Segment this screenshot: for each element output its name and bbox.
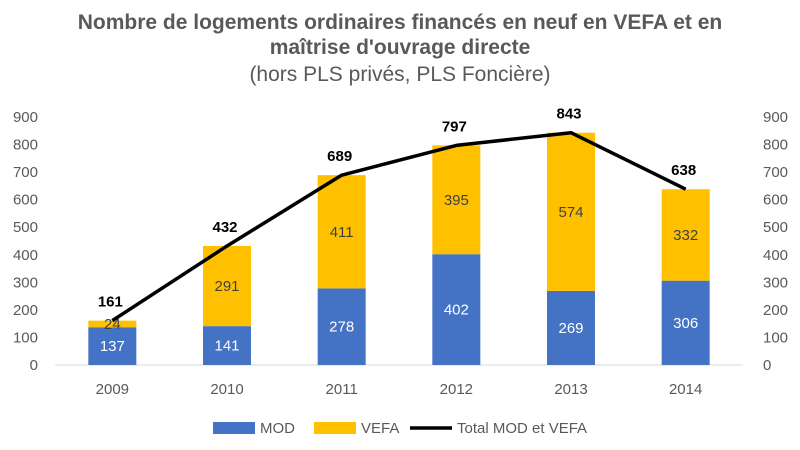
total-label-2013: 843 xyxy=(556,106,581,123)
y-tick-right: 500 xyxy=(763,219,788,236)
y-tick-right: 300 xyxy=(763,274,788,291)
total-label-2009: 161 xyxy=(98,294,123,311)
x-axis: 2009 2010 2011 2012 2013 2014 xyxy=(55,364,743,398)
bar-label-vefa-2013: 574 xyxy=(558,204,583,221)
y-tick-right: 900 xyxy=(763,109,788,126)
y-tick-left: 100 xyxy=(13,329,38,346)
legend: MOD VEFA Total MOD et VEFA xyxy=(213,420,587,437)
y-tick-left: 900 xyxy=(13,109,38,126)
total-label-2014: 638 xyxy=(671,162,696,179)
bars: 137 24 141 291 278 411 402 395 269 574 306 332 xyxy=(88,132,710,365)
bar-label-vefa-2010: 291 xyxy=(214,278,239,295)
bar-mod-2010 xyxy=(203,326,251,365)
y-tick-right: 200 xyxy=(763,302,788,319)
total-line: 161 432 689 797 843 638 xyxy=(98,106,696,323)
y-tick-left: 800 xyxy=(13,137,38,154)
bar-label-vefa-2011: 411 xyxy=(330,224,354,241)
bar-vefa-2013 xyxy=(547,132,595,291)
y-tick-left: 200 xyxy=(13,302,38,319)
chart-subtitle: (hors PLS privés, PLS Foncière) xyxy=(249,63,550,86)
bar-vefa-2009 xyxy=(88,320,137,328)
x-tick-label: 2012 xyxy=(440,381,473,398)
x-tick-label: 2014 xyxy=(669,381,702,398)
x-tick-label: 2013 xyxy=(554,381,587,398)
y-tick-left: 600 xyxy=(13,192,38,209)
bar-vefa-2010 xyxy=(203,245,251,327)
y-tick-left: 700 xyxy=(13,164,38,181)
y-tick-right: 0 xyxy=(763,357,771,374)
bar-mod-2009 xyxy=(88,327,137,365)
bar-label-vefa-2009: 24 xyxy=(104,316,121,333)
chart-title-line1: Nombre de logements ordinaires financés … xyxy=(78,11,723,34)
y-tick-right: 600 xyxy=(763,192,788,209)
total-label-2010: 432 xyxy=(212,219,237,236)
bar-label-mod-2010: 141 xyxy=(214,338,239,355)
bar-label-mod-2014: 306 xyxy=(673,315,698,332)
y-tick-left: 500 xyxy=(13,219,38,236)
bar-mod-2012 xyxy=(432,254,481,365)
bar-vefa-2014 xyxy=(661,189,710,281)
y-tick-left: 400 xyxy=(13,247,38,264)
total-label-2012: 797 xyxy=(442,118,467,135)
legend-swatch-mod xyxy=(213,422,255,434)
bar-vefa-2012 xyxy=(432,145,481,255)
bar-label-mod-2009: 137 xyxy=(100,338,125,355)
bar-label-mod-2013: 269 xyxy=(558,320,583,337)
bar-label-vefa-2012: 395 xyxy=(444,192,469,209)
bar-mod-2014 xyxy=(661,280,710,365)
bar-label-mod-2012: 402 xyxy=(444,302,469,319)
legend-label: Total MOD et VEFA xyxy=(457,420,587,437)
bar-mod-2013 xyxy=(547,290,595,365)
y-tick-right: 100 xyxy=(763,329,788,346)
x-tick-label: 2011 xyxy=(326,381,358,398)
y-tick-left: 0 xyxy=(30,357,38,374)
legend-swatch-vefa xyxy=(314,422,356,434)
legend-label: MOD xyxy=(260,420,295,437)
y-tick-right: 800 xyxy=(763,137,788,154)
y-tick-right: 700 xyxy=(763,164,788,181)
x-tick-label: 2009 xyxy=(96,381,129,398)
y-axis-right: 0 100 200 300 400 500 600 700 800 900 xyxy=(763,109,788,374)
x-tick-label: 2010 xyxy=(210,381,243,398)
bar-mod-2011 xyxy=(317,288,366,365)
chart-title-line2: maîtrise d'ouvrage directe xyxy=(270,36,531,59)
y-tick-left: 300 xyxy=(13,274,38,291)
bar-label-mod-2011: 278 xyxy=(329,319,354,336)
bar-label-vefa-2014: 332 xyxy=(673,227,698,244)
total-line-path xyxy=(111,130,687,323)
y-axis-left: 0 100 200 300 400 500 600 700 800 900 xyxy=(13,109,38,374)
y-tick-right: 400 xyxy=(763,247,788,264)
legend-label: VEFA xyxy=(361,420,399,437)
bar-vefa-2011 xyxy=(317,175,366,289)
total-label-2011: 689 xyxy=(327,148,352,165)
